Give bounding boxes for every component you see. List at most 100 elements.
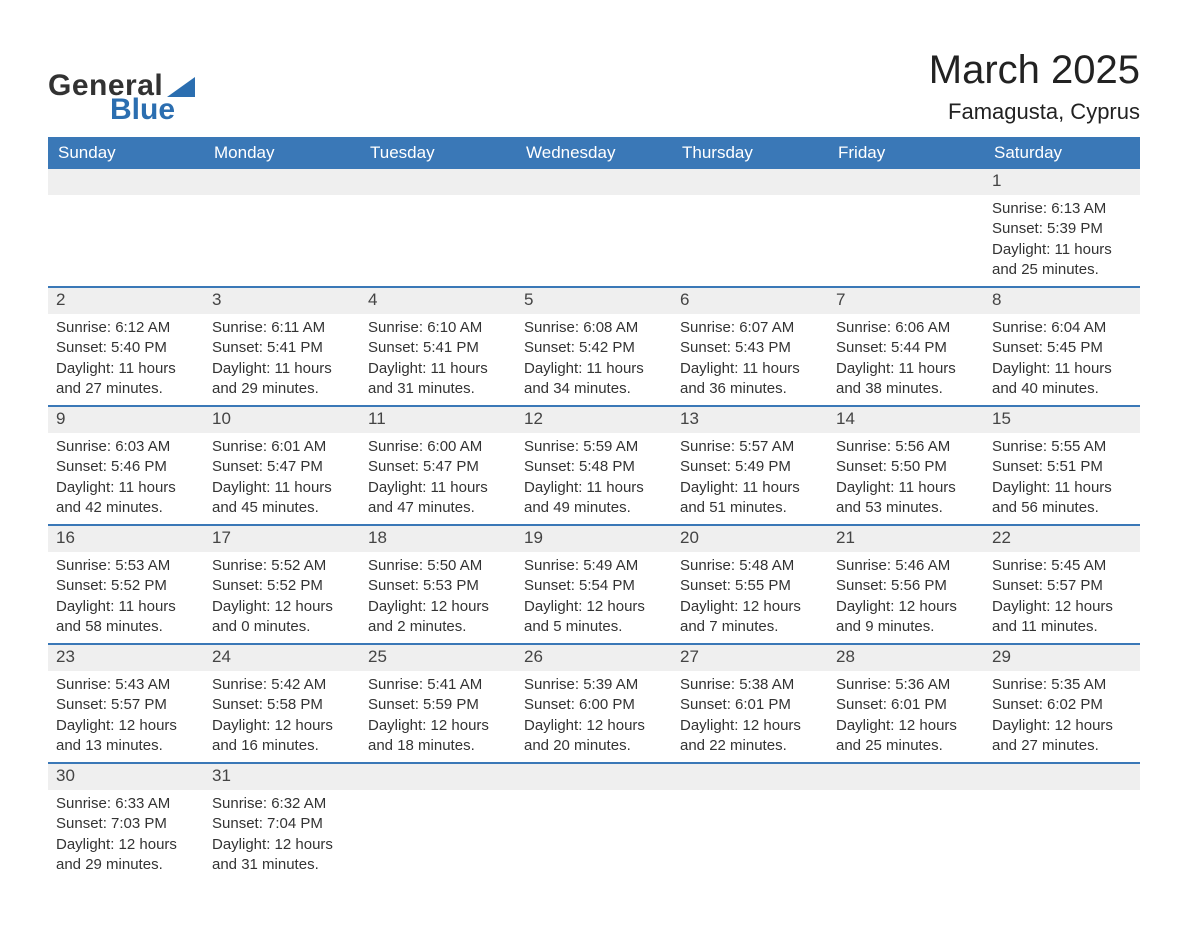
calendar-cell: 9Sunrise: 6:03 AMSunset: 5:46 PMDaylight… bbox=[48, 406, 204, 525]
day-body: Sunrise: 5:39 AMSunset: 6:00 PMDaylight:… bbox=[516, 671, 672, 762]
sunrise-line: Sunrise: 5:52 AM bbox=[212, 556, 352, 576]
title-block: March 2025 Famagusta, Cyprus bbox=[929, 48, 1140, 125]
calendar-cell: 19Sunrise: 5:49 AMSunset: 5:54 PMDayligh… bbox=[516, 525, 672, 644]
weekday-header: Thursday bbox=[672, 137, 828, 169]
calendar-cell: 21Sunrise: 5:46 AMSunset: 5:56 PMDayligh… bbox=[828, 525, 984, 644]
sunrise-line: Sunrise: 6:04 AM bbox=[992, 318, 1132, 338]
day-body bbox=[672, 195, 828, 281]
sunrise-line: Sunrise: 5:50 AM bbox=[368, 556, 508, 576]
day-number: 23 bbox=[48, 645, 204, 671]
calendar-cell: 22Sunrise: 5:45 AMSunset: 5:57 PMDayligh… bbox=[984, 525, 1140, 644]
day-body bbox=[360, 790, 516, 876]
day-number bbox=[360, 169, 516, 195]
sunset-line: Sunset: 5:39 PM bbox=[992, 219, 1132, 239]
calendar-cell bbox=[360, 169, 516, 287]
sunrise-line: Sunrise: 6:00 AM bbox=[368, 437, 508, 457]
daylight-line: Daylight: 12 hours and 11 minutes. bbox=[992, 597, 1132, 638]
day-body: Sunrise: 5:50 AMSunset: 5:53 PMDaylight:… bbox=[360, 552, 516, 643]
day-body: Sunrise: 5:46 AMSunset: 5:56 PMDaylight:… bbox=[828, 552, 984, 643]
sunrise-line: Sunrise: 5:59 AM bbox=[524, 437, 664, 457]
day-body: Sunrise: 5:45 AMSunset: 5:57 PMDaylight:… bbox=[984, 552, 1140, 643]
day-body: Sunrise: 6:04 AMSunset: 5:45 PMDaylight:… bbox=[984, 314, 1140, 405]
daylight-line: Daylight: 12 hours and 27 minutes. bbox=[992, 716, 1132, 757]
calendar-cell bbox=[516, 169, 672, 287]
day-number bbox=[672, 169, 828, 195]
day-number bbox=[516, 764, 672, 790]
sunset-line: Sunset: 5:45 PM bbox=[992, 338, 1132, 358]
day-body: Sunrise: 5:43 AMSunset: 5:57 PMDaylight:… bbox=[48, 671, 204, 762]
daylight-line: Daylight: 12 hours and 16 minutes. bbox=[212, 716, 352, 757]
day-body: Sunrise: 5:49 AMSunset: 5:54 PMDaylight:… bbox=[516, 552, 672, 643]
day-number: 4 bbox=[360, 288, 516, 314]
day-number: 5 bbox=[516, 288, 672, 314]
calendar-cell: 14Sunrise: 5:56 AMSunset: 5:50 PMDayligh… bbox=[828, 406, 984, 525]
calendar-body: 1Sunrise: 6:13 AMSunset: 5:39 PMDaylight… bbox=[48, 169, 1140, 881]
sunset-line: Sunset: 7:03 PM bbox=[56, 814, 196, 834]
sunrise-line: Sunrise: 6:07 AM bbox=[680, 318, 820, 338]
daylight-line: Daylight: 12 hours and 22 minutes. bbox=[680, 716, 820, 757]
sunset-line: Sunset: 5:47 PM bbox=[368, 457, 508, 477]
calendar-cell bbox=[204, 169, 360, 287]
day-body: Sunrise: 6:33 AMSunset: 7:03 PMDaylight:… bbox=[48, 790, 204, 881]
sunrise-line: Sunrise: 5:53 AM bbox=[56, 556, 196, 576]
sunset-line: Sunset: 5:40 PM bbox=[56, 338, 196, 358]
day-body bbox=[984, 790, 1140, 876]
calendar-cell: 1Sunrise: 6:13 AMSunset: 5:39 PMDaylight… bbox=[984, 169, 1140, 287]
day-body: Sunrise: 6:03 AMSunset: 5:46 PMDaylight:… bbox=[48, 433, 204, 524]
sunrise-line: Sunrise: 6:13 AM bbox=[992, 199, 1132, 219]
sunrise-line: Sunrise: 6:33 AM bbox=[56, 794, 196, 814]
day-number: 29 bbox=[984, 645, 1140, 671]
day-body: Sunrise: 6:07 AMSunset: 5:43 PMDaylight:… bbox=[672, 314, 828, 405]
day-body: Sunrise: 5:53 AMSunset: 5:52 PMDaylight:… bbox=[48, 552, 204, 643]
day-number: 3 bbox=[204, 288, 360, 314]
calendar-cell: 10Sunrise: 6:01 AMSunset: 5:47 PMDayligh… bbox=[204, 406, 360, 525]
sunrise-line: Sunrise: 5:46 AM bbox=[836, 556, 976, 576]
daylight-line: Daylight: 11 hours and 47 minutes. bbox=[368, 478, 508, 519]
day-body: Sunrise: 5:35 AMSunset: 6:02 PMDaylight:… bbox=[984, 671, 1140, 762]
day-body: Sunrise: 5:57 AMSunset: 5:49 PMDaylight:… bbox=[672, 433, 828, 524]
sunrise-line: Sunrise: 5:38 AM bbox=[680, 675, 820, 695]
sunrise-line: Sunrise: 5:35 AM bbox=[992, 675, 1132, 695]
calendar-cell bbox=[360, 763, 516, 881]
day-body: Sunrise: 6:12 AMSunset: 5:40 PMDaylight:… bbox=[48, 314, 204, 405]
day-body bbox=[828, 195, 984, 281]
sunset-line: Sunset: 5:53 PM bbox=[368, 576, 508, 596]
sunset-line: Sunset: 5:54 PM bbox=[524, 576, 664, 596]
sunset-line: Sunset: 6:02 PM bbox=[992, 695, 1132, 715]
sunset-line: Sunset: 5:51 PM bbox=[992, 457, 1132, 477]
daylight-line: Daylight: 12 hours and 9 minutes. bbox=[836, 597, 976, 638]
day-body: Sunrise: 5:59 AMSunset: 5:48 PMDaylight:… bbox=[516, 433, 672, 524]
daylight-line: Daylight: 12 hours and 5 minutes. bbox=[524, 597, 664, 638]
calendar-table: SundayMondayTuesdayWednesdayThursdayFrid… bbox=[48, 137, 1140, 881]
day-number: 2 bbox=[48, 288, 204, 314]
sunset-line: Sunset: 5:57 PM bbox=[992, 576, 1132, 596]
sunrise-line: Sunrise: 5:36 AM bbox=[836, 675, 976, 695]
weekday-header: Sunday bbox=[48, 137, 204, 169]
day-number: 15 bbox=[984, 407, 1140, 433]
day-body bbox=[516, 790, 672, 876]
calendar-header: SundayMondayTuesdayWednesdayThursdayFrid… bbox=[48, 137, 1140, 169]
calendar-cell bbox=[828, 763, 984, 881]
sunset-line: Sunset: 5:42 PM bbox=[524, 338, 664, 358]
day-number: 20 bbox=[672, 526, 828, 552]
sunrise-line: Sunrise: 5:48 AM bbox=[680, 556, 820, 576]
calendar-week: 9Sunrise: 6:03 AMSunset: 5:46 PMDaylight… bbox=[48, 406, 1140, 525]
daylight-line: Daylight: 11 hours and 36 minutes. bbox=[680, 359, 820, 400]
sunset-line: Sunset: 5:41 PM bbox=[368, 338, 508, 358]
calendar-cell: 8Sunrise: 6:04 AMSunset: 5:45 PMDaylight… bbox=[984, 287, 1140, 406]
calendar-cell bbox=[984, 763, 1140, 881]
day-number bbox=[672, 764, 828, 790]
calendar-cell bbox=[672, 169, 828, 287]
day-body: Sunrise: 6:10 AMSunset: 5:41 PMDaylight:… bbox=[360, 314, 516, 405]
sunrise-line: Sunrise: 5:57 AM bbox=[680, 437, 820, 457]
sunset-line: Sunset: 5:48 PM bbox=[524, 457, 664, 477]
daylight-line: Daylight: 12 hours and 31 minutes. bbox=[212, 835, 352, 876]
calendar-week: 16Sunrise: 5:53 AMSunset: 5:52 PMDayligh… bbox=[48, 525, 1140, 644]
calendar-cell bbox=[48, 169, 204, 287]
day-body: Sunrise: 5:56 AMSunset: 5:50 PMDaylight:… bbox=[828, 433, 984, 524]
daylight-line: Daylight: 11 hours and 45 minutes. bbox=[212, 478, 352, 519]
day-number bbox=[204, 169, 360, 195]
calendar-cell: 15Sunrise: 5:55 AMSunset: 5:51 PMDayligh… bbox=[984, 406, 1140, 525]
day-body: Sunrise: 5:36 AMSunset: 6:01 PMDaylight:… bbox=[828, 671, 984, 762]
calendar-cell: 26Sunrise: 5:39 AMSunset: 6:00 PMDayligh… bbox=[516, 644, 672, 763]
